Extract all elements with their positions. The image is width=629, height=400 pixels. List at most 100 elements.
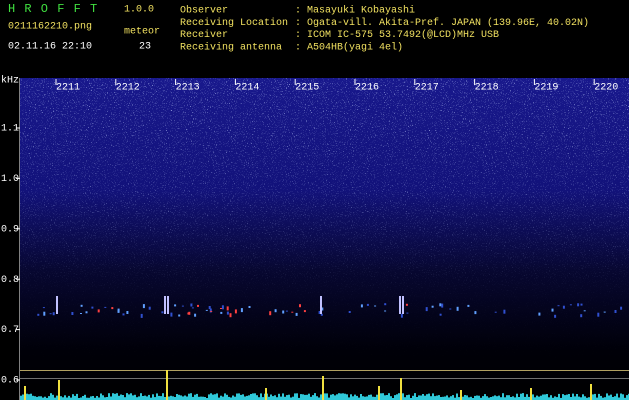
baseline-noise [282,393,284,400]
baseline-noise [564,395,566,400]
echo-dot [431,305,434,308]
baseline-noise [444,396,446,400]
baseline-noise [438,395,440,400]
baseline-noise [138,396,140,400]
echo-dot [80,313,82,314]
baseline-noise [200,396,202,400]
baseline-noise [404,397,406,400]
baseline-noise [562,394,564,400]
echo-dot [269,311,272,316]
echo-dot [620,306,623,310]
echo-dot [374,305,377,307]
baseline-noise [586,397,588,400]
baseline-noise [120,394,122,400]
baseline-noise [528,396,530,400]
baseline-noise [538,396,540,400]
baseline-noise [156,393,158,400]
baseline-noise [570,397,572,400]
baseline-noise [70,397,72,400]
echo-dot [71,312,74,315]
baseline-noise [490,397,492,400]
spike [460,390,462,400]
baseline-noise [504,397,506,400]
spectrogram-noise [20,78,629,368]
baseline-noise [252,393,254,400]
baseline-noise [106,397,108,400]
baseline-noise [244,396,246,400]
baseline-noise [108,393,110,400]
baseline-noise [136,397,138,400]
echo-dot [577,303,580,307]
echo-dot [551,308,554,312]
echo-dot [441,303,444,308]
baseline-noise [432,393,434,400]
meteor-count: 23 [139,42,151,53]
baseline-noise [594,393,596,400]
baseline-noise [38,396,40,400]
baseline-noise [534,397,536,400]
baseline-noise [60,396,62,400]
echo-dot [221,305,224,310]
baseline-noise [32,395,34,400]
baseline-noise [64,395,66,400]
baseline-noise [62,397,64,400]
baseline-noise [338,393,340,400]
baseline-noise [256,395,258,400]
baseline-noise [212,394,214,400]
baseline-noise [304,394,306,400]
baseline-noise [184,395,186,400]
baseline-noise [352,396,354,400]
baseline-noise [488,397,490,400]
baseline-noise [92,396,94,400]
echo-streak [167,296,169,314]
echo-dot [226,306,229,311]
baseline-noise [130,393,132,400]
baseline-noise [398,393,400,400]
baseline-noise [336,394,338,400]
baseline-noise [406,395,408,400]
baseline-noise [344,393,346,400]
baseline-noise [30,393,32,400]
time-label: 2217 [415,83,439,94]
echo-dot [554,314,557,318]
baseline-noise [100,393,102,400]
echo-dot [52,312,55,316]
baseline-noise [250,394,252,400]
echo-dot [285,310,288,312]
baseline-noise [610,394,612,400]
echo-dot [85,311,88,314]
echo-dot [49,313,52,315]
echo-dot [597,312,600,317]
baseline-noise [236,393,238,400]
baseline-noise [572,393,574,400]
baseline-noise [186,396,188,400]
baseline-noise [592,394,594,400]
baseline-noise [380,393,382,400]
echo-dot [205,309,208,311]
baseline-noise [514,397,516,400]
baseline-noise [602,397,604,400]
baseline-noise [582,394,584,400]
echoes [20,296,629,400]
baseline-noise [230,397,232,400]
baseline-noise [334,395,336,400]
baseline-noise [470,396,472,400]
spike [590,384,592,400]
echo-dot [97,309,100,313]
baseline-noise [292,396,294,400]
baseline-noise [544,394,546,400]
baseline-noise [90,396,92,400]
echo-dot [474,311,477,315]
baseline-noise [332,394,334,400]
baseline-noise [466,395,468,400]
echo-dot [117,308,120,310]
baseline-noise [580,397,582,400]
baseline-noise [596,397,598,400]
baseline-noise [48,396,50,400]
baseline-noise [160,396,162,400]
baseline-noise [248,395,250,400]
baseline-noise [210,393,212,400]
baseline-noise [520,393,522,400]
